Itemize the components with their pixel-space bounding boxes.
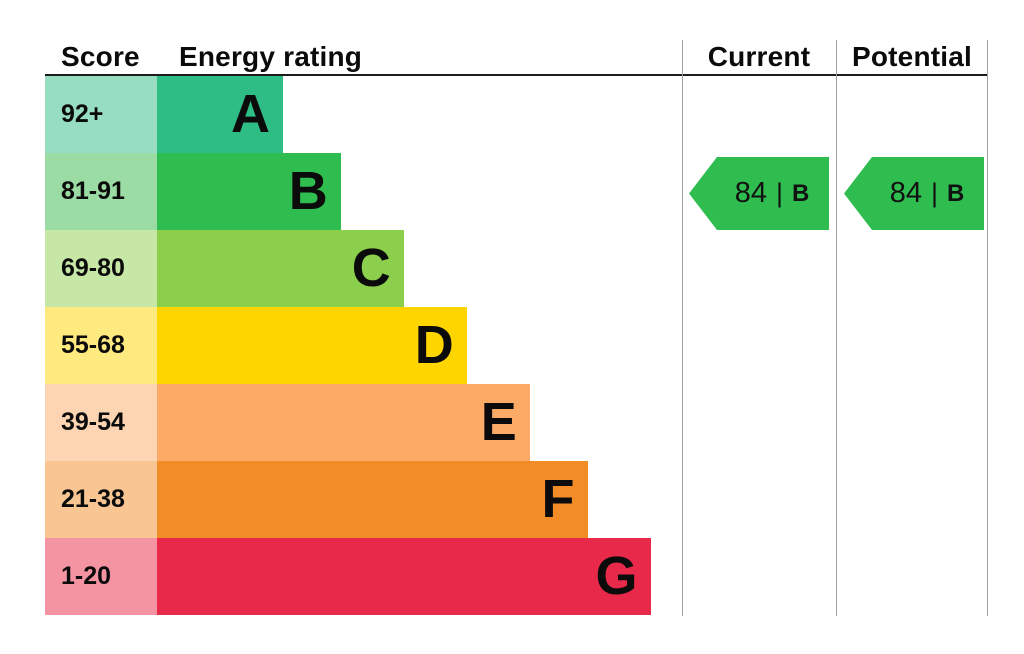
current-rating-arrow: 84 | B — [689, 157, 829, 230]
band-bar-f: F — [157, 461, 588, 538]
band-bar-zone: F — [157, 461, 682, 538]
band-bar-a: A — [157, 76, 283, 153]
epc-band-row: 81-91 B — [45, 153, 988, 230]
epc-band-row: 69-80 C — [45, 230, 988, 307]
epc-rows: 92+ A 81-91 B 69-80 C 55-68 D 39-54 E 21-38 F 1-20 G — [45, 76, 988, 615]
band-bar-b: B — [157, 153, 341, 230]
score-range-label: 81-91 — [45, 153, 157, 230]
right-edge-divider — [987, 40, 988, 616]
score-range-label: 69-80 — [45, 230, 157, 307]
epc-band-row: 92+ A — [45, 76, 988, 153]
divider-glyph: | — [775, 178, 783, 208]
band-bar-zone: B — [157, 153, 682, 230]
epc-band-row: 39-54 E — [45, 384, 988, 461]
band-bar-zone: A — [157, 76, 682, 153]
score-range-label: 55-68 — [45, 307, 157, 384]
chart-header-row: Score Energy rating Current Potential — [45, 40, 988, 76]
epc-band-row: 1-20 G — [45, 538, 988, 615]
score-range-label: 1-20 — [45, 538, 157, 615]
band-bar-c: C — [157, 230, 404, 307]
score-range-label: 21-38 — [45, 461, 157, 538]
score-range-label: 92+ — [45, 76, 157, 153]
potential-column-header: Potential — [851, 41, 973, 72]
band-bar-zone: E — [157, 384, 682, 461]
epc-rating-chart: Score Energy rating Current Potential 92… — [45, 40, 988, 616]
band-bar-g: G — [157, 538, 651, 615]
current-column-header: Current — [707, 41, 811, 72]
potential-rating-arrow: 84 | B — [844, 157, 984, 230]
potential-rating-band: B — [946, 179, 965, 207]
current-rating-score: 84 — [734, 177, 767, 209]
divider-glyph: | — [930, 178, 938, 208]
band-bar-zone: C — [157, 230, 682, 307]
band-bar-zone: D — [157, 307, 682, 384]
band-bar-zone: G — [157, 538, 682, 615]
current-rating-band: B — [791, 179, 810, 207]
epc-band-row: 21-38 F — [45, 461, 988, 538]
potential-rating-score: 84 — [889, 177, 922, 209]
band-bar-d: D — [157, 307, 467, 384]
band-bar-e: E — [157, 384, 530, 461]
potential-column-divider — [836, 40, 837, 616]
energy-rating-column-header: Energy rating — [179, 41, 363, 72]
score-column-header: Score — [61, 41, 140, 72]
current-column-divider — [682, 40, 683, 616]
score-range-label: 39-54 — [45, 384, 157, 461]
epc-band-row: 55-68 D — [45, 307, 988, 384]
